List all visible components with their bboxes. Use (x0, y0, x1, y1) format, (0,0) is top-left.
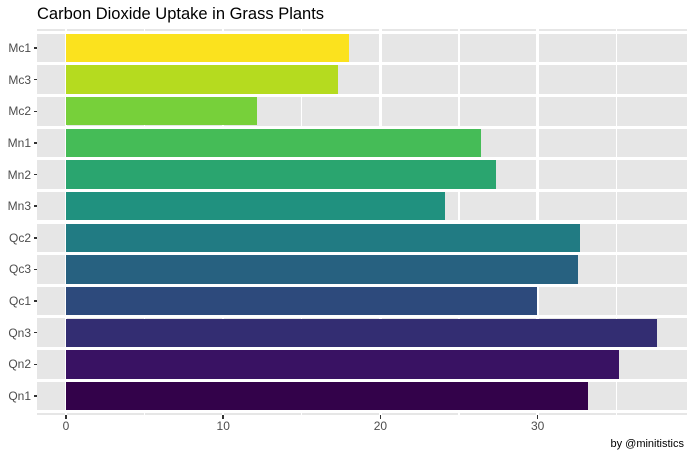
row-separator (37, 252, 687, 256)
bar-mn1 (66, 128, 482, 158)
bar-mn3 (66, 191, 446, 221)
y-tick (33, 205, 37, 207)
x-tick-label: 10 (216, 419, 230, 433)
y-tick (33, 237, 37, 239)
x-tick (222, 415, 224, 419)
bar-mn2 (66, 160, 496, 189)
row-separator (37, 157, 687, 161)
row-separator (37, 30, 687, 34)
y-tick (33, 142, 37, 144)
x-tick-label: 0 (62, 419, 70, 433)
y-tick (33, 331, 37, 334)
y-tick-label: Mn2 (7, 167, 31, 182)
y-tick (33, 395, 37, 397)
y-tick-label: Qn3 (8, 325, 31, 340)
bar-qn2 (66, 350, 619, 379)
bar-mc1 (66, 33, 349, 63)
chart-panel (37, 29, 687, 415)
x-tick (379, 415, 382, 419)
x-tick-label: 30 (530, 419, 545, 433)
bar-qc2 (66, 223, 581, 253)
row-separator (37, 93, 687, 98)
y-tick-label: Qc2 (8, 230, 31, 245)
row-separator (37, 188, 687, 192)
x-tick-label: 20 (373, 419, 388, 433)
y-tick (33, 110, 37, 112)
y-tick-label: Mn3 (7, 199, 31, 214)
bar-qc1 (66, 286, 538, 316)
y-tick-label: Mc2 (8, 104, 31, 119)
row-separator (37, 410, 687, 414)
row-separator (37, 283, 687, 287)
row-separator (37, 125, 687, 129)
y-tick-label: Qc1 (8, 294, 31, 309)
x-tick (65, 415, 67, 419)
bar-qc3 (66, 255, 579, 284)
row-separator (37, 378, 687, 382)
x-tick (536, 415, 539, 419)
y-tick-label: Qn2 (8, 357, 31, 372)
y-tick (33, 78, 37, 81)
y-tick (33, 363, 37, 366)
y-tick (33, 173, 37, 176)
y-tick (33, 47, 37, 49)
row-separator (37, 315, 687, 319)
row-separator (37, 62, 687, 66)
y-tick (33, 268, 37, 271)
bar-qn1 (66, 381, 589, 411)
y-tick-label: Qn1 (8, 389, 31, 404)
y-tick-label: Mc3 (8, 72, 31, 87)
y-tick-label: Mn1 (7, 135, 31, 150)
chart-title: Carbon Dioxide Uptake in Grass Plants (37, 5, 325, 23)
row-separator (37, 346, 687, 351)
y-tick-label: Qc3 (8, 262, 31, 277)
y-tick-label: Mc1 (8, 40, 31, 55)
chart-caption: by @minitistics (610, 438, 684, 450)
bar-qn3 (66, 318, 658, 347)
bar-mc2 (66, 97, 257, 126)
bar-mc3 (66, 65, 338, 94)
row-separator (37, 220, 687, 224)
y-tick (33, 300, 37, 302)
